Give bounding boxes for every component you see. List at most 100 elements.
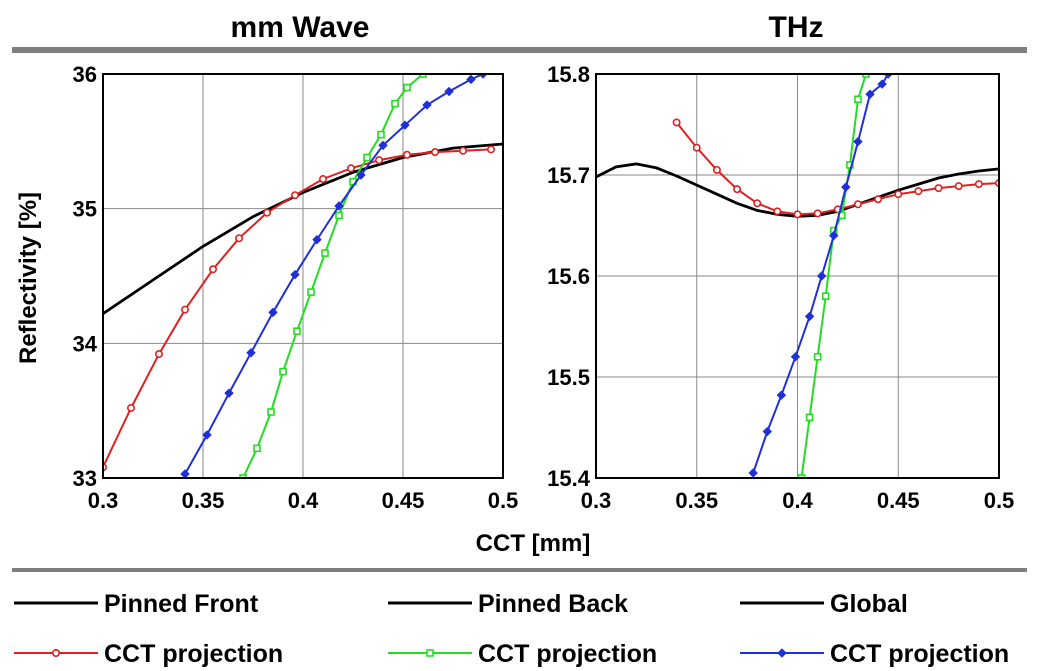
series-layer [103,74,503,478]
circle-marker [235,234,244,243]
panel-title-thz: THz [769,11,824,44]
x-tick-label: 0.5 [488,488,519,513]
plot-mmwave: 0.3 0.35 0.4 0.45 0.5 33 34 35 36 [73,62,519,513]
diamond-marker [748,468,758,478]
square-marker [321,249,329,257]
square-marker [363,153,371,162]
legend-label: Pinned Back [478,590,628,618]
circle-marker [733,185,742,194]
axes-frame [595,73,1000,479]
diamond-marker [312,234,322,245]
legend-circle-marker [51,648,60,657]
legend-label: CCT projection [830,640,1009,668]
square-marker [267,408,275,416]
plot-thz: 0.3 0.35 0.4 0.45 0.5 15.4 15.5 15.6 15.7 15.8 [547,62,1014,513]
square-marker [279,367,287,376]
diamond-marker [378,140,388,151]
circle-marker [813,209,822,218]
x-axis-label: CCT [mm] [476,530,591,557]
y-tick-label: 15.8 [547,62,590,87]
circle-marker [954,182,963,191]
axes-frame [102,73,504,479]
y-tick-label: 15.6 [547,264,590,289]
circle-marker [209,265,218,274]
diamond-marker [334,201,344,211]
diamond-marker [841,182,851,192]
diamond-marker [776,390,787,400]
diamond-marker [422,100,432,110]
circle-marker [672,118,681,127]
diamond-marker [816,271,827,281]
series-line-circle [675,121,999,216]
legend-item: CCT projection [14,640,283,668]
diamond-marker [829,230,839,241]
legend-square-marker [426,649,434,657]
square-marker [253,444,261,453]
legend-label: Global [830,590,908,618]
legend-item: Pinned Front [14,590,259,618]
x-tick-label: 0.45 [877,488,920,513]
legend-label: Pinned Front [104,590,259,618]
circle-marker [853,200,862,209]
diamond-marker [400,120,410,130]
square-marker [391,99,399,108]
square-marker [862,74,870,78]
circle-marker [155,350,164,359]
y-tick-label: 15.4 [547,466,591,491]
square-marker [307,288,315,296]
y-tick-label: 15.7 [547,163,590,188]
legend-item: CCT projection [740,640,1009,668]
square-marker [239,474,247,478]
circle-marker [458,146,467,155]
legend-item: Pinned Back [388,590,628,618]
circle-marker [914,187,923,196]
circle-marker [181,305,190,314]
legend-item: CCT projection [388,640,657,668]
circle-marker [486,145,495,154]
diamond-marker [466,74,476,85]
top-separator [12,47,1027,53]
diamond-marker [268,307,278,318]
x-tick-label: 0.3 [88,488,119,513]
circle-marker [753,199,762,208]
square-marker [813,352,822,361]
x-tick-label: 0.45 [382,488,425,513]
series-line-square [242,74,424,478]
circle-marker [773,207,782,216]
circle-marker [402,150,411,159]
y-tick-label: 15.5 [547,365,590,390]
diamond-marker [290,269,300,280]
circle-marker [934,184,943,193]
square-marker [377,130,385,139]
diamond-marker [224,388,234,398]
square-marker [335,211,343,220]
diamond-marker [865,89,875,99]
series-line-diamond [184,74,484,475]
square-marker [293,327,301,336]
y-tick-label: 35 [73,197,97,222]
circle-marker [894,190,903,199]
circle-marker [290,191,299,200]
y-tick-label: 36 [73,62,97,87]
circle-marker [318,175,327,184]
diamond-marker [202,430,212,440]
diamond-marker [180,469,190,478]
diamond-marker [246,348,256,358]
circle-marker [430,148,439,157]
legend-separator [12,568,1027,572]
legend: Pinned Front Pinned Back Global CCT project… [14,590,1009,668]
x-tick-label: 0.35 [182,488,225,513]
diamond-marker [804,311,815,322]
x-tick-label: 0.3 [581,488,612,513]
y-tick-label: 33 [73,466,97,491]
square-marker [805,413,814,422]
circle-marker [793,210,802,219]
y-axis-label: Reflectivity [%] [15,192,42,364]
square-marker [854,95,862,104]
square-marker [403,83,411,92]
circle-marker [127,403,136,412]
legend-label: CCT projection [478,640,657,668]
circle-marker [692,143,701,152]
x-tick-label: 0.5 [984,488,1015,513]
